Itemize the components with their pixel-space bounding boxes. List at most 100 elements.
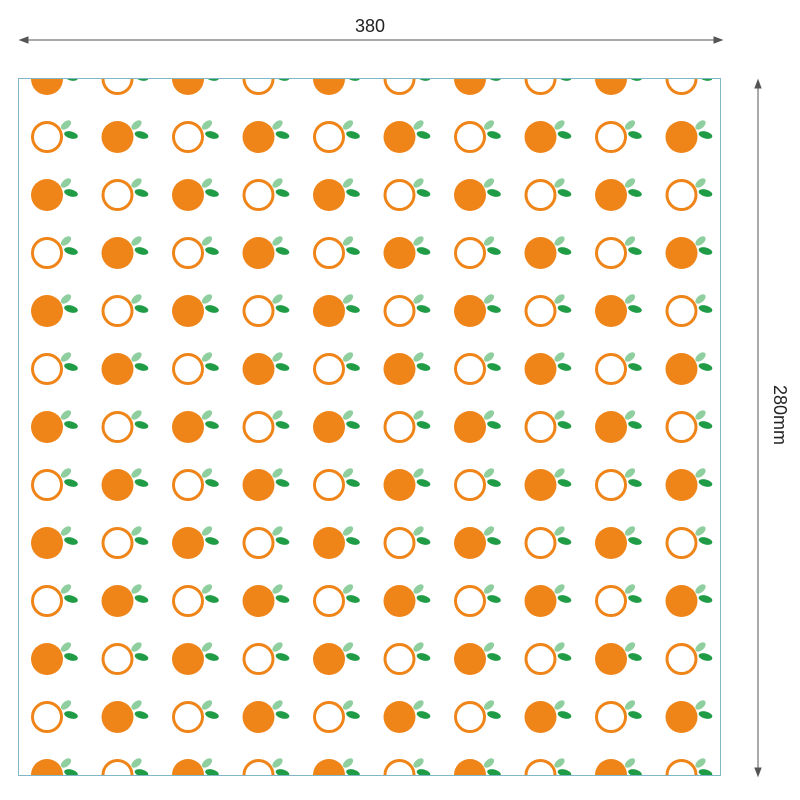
leaf-light-icon xyxy=(554,468,565,478)
leaf-light-icon xyxy=(554,584,565,594)
orange-filled xyxy=(454,178,501,211)
leaf-light-icon xyxy=(695,178,706,188)
leaf-light-icon xyxy=(272,758,283,768)
leaf-light-icon xyxy=(554,352,565,362)
leaf-light-icon xyxy=(483,526,495,536)
orange-outline xyxy=(524,294,572,327)
leaf-dark-icon xyxy=(487,79,501,81)
leaf-light-icon xyxy=(272,700,283,710)
orange-filled xyxy=(31,526,78,559)
leaf-light-icon xyxy=(695,758,706,768)
leaf-dark-icon xyxy=(698,131,713,139)
orange-outline xyxy=(101,178,149,211)
orange-filled xyxy=(313,410,360,443)
orange-outline xyxy=(242,178,290,211)
leaf-dark-icon xyxy=(698,421,713,429)
width-arrow-left-icon xyxy=(18,36,29,44)
orange-outline xyxy=(101,642,149,675)
orange-filled xyxy=(454,758,501,775)
leaf-light-icon xyxy=(413,352,424,362)
orange-filled xyxy=(242,584,290,617)
leaf-dark-icon xyxy=(275,363,290,371)
leaf-dark-icon xyxy=(205,537,219,545)
leaf-light-icon xyxy=(131,236,142,246)
leaf-light-icon xyxy=(624,236,636,246)
leaf-light-icon xyxy=(131,352,142,362)
leaf-dark-icon xyxy=(628,711,642,719)
leaf-dark-icon xyxy=(134,247,149,255)
leaf-light-icon xyxy=(554,758,565,768)
orange-outline xyxy=(172,700,219,733)
leaf-light-icon xyxy=(342,642,354,652)
leaf-light-icon xyxy=(272,526,283,536)
orange-filled xyxy=(313,178,360,211)
leaf-light-icon xyxy=(272,120,283,130)
width-arrow-right-icon xyxy=(713,36,724,44)
orange-filled xyxy=(172,642,219,675)
leaf-dark-icon xyxy=(205,595,219,603)
orange-outline xyxy=(595,584,642,617)
leaf-dark-icon xyxy=(275,653,290,661)
orange-outline xyxy=(383,526,431,559)
orange-filled xyxy=(172,178,219,211)
orange-outline xyxy=(665,79,713,95)
orange-filled xyxy=(313,294,360,327)
orange-outline xyxy=(31,236,78,269)
leaf-dark-icon xyxy=(628,247,642,255)
leaf-dark-icon xyxy=(205,769,219,775)
leaf-light-icon xyxy=(60,410,72,420)
orange-filled xyxy=(524,584,572,617)
orange-filled xyxy=(31,79,78,95)
leaf-light-icon xyxy=(624,758,636,768)
leaf-dark-icon xyxy=(275,305,290,313)
leaf-dark-icon xyxy=(275,711,290,719)
leaf-dark-icon xyxy=(487,769,501,775)
orange-outline xyxy=(242,642,290,675)
leaf-dark-icon xyxy=(346,479,360,487)
leaf-dark-icon xyxy=(205,363,219,371)
orange-outline xyxy=(454,468,501,501)
leaf-light-icon xyxy=(695,468,706,478)
leaf-dark-icon xyxy=(698,79,713,81)
leaf-dark-icon xyxy=(698,479,713,487)
leaf-dark-icon xyxy=(416,247,431,255)
leaf-dark-icon xyxy=(275,479,290,487)
leaf-light-icon xyxy=(342,120,354,130)
leaf-dark-icon xyxy=(134,363,149,371)
leaf-light-icon xyxy=(624,352,636,362)
leaf-dark-icon xyxy=(698,769,713,775)
leaf-light-icon xyxy=(131,410,142,420)
orange-outline xyxy=(313,468,360,501)
leaf-dark-icon xyxy=(134,79,149,81)
leaf-light-icon xyxy=(342,700,354,710)
leaf-dark-icon xyxy=(416,653,431,661)
leaf-light-icon xyxy=(483,758,495,768)
orange-filled xyxy=(454,294,501,327)
leaf-light-icon xyxy=(413,526,424,536)
leaf-light-icon xyxy=(483,120,495,130)
orange-outline xyxy=(665,758,713,775)
orange-outline xyxy=(313,236,360,269)
leaf-light-icon xyxy=(342,294,354,304)
leaf-dark-icon xyxy=(487,595,501,603)
leaf-dark-icon xyxy=(205,79,219,81)
orange-outline xyxy=(172,236,219,269)
leaf-dark-icon xyxy=(64,421,78,429)
leaf-light-icon xyxy=(483,352,495,362)
orange-outline xyxy=(665,294,713,327)
leaf-dark-icon xyxy=(628,769,642,775)
leaf-light-icon xyxy=(695,584,706,594)
leaf-light-icon xyxy=(131,584,142,594)
leaf-light-icon xyxy=(60,700,72,710)
leaf-dark-icon xyxy=(487,537,501,545)
leaf-light-icon xyxy=(695,410,706,420)
leaf-dark-icon xyxy=(205,189,219,197)
orange-filled xyxy=(383,120,431,153)
leaf-dark-icon xyxy=(134,189,149,197)
orange-outline xyxy=(242,526,290,559)
orange-outline xyxy=(172,584,219,617)
orange-filled xyxy=(313,79,360,95)
leaf-dark-icon xyxy=(64,305,78,313)
leaf-light-icon xyxy=(483,642,495,652)
